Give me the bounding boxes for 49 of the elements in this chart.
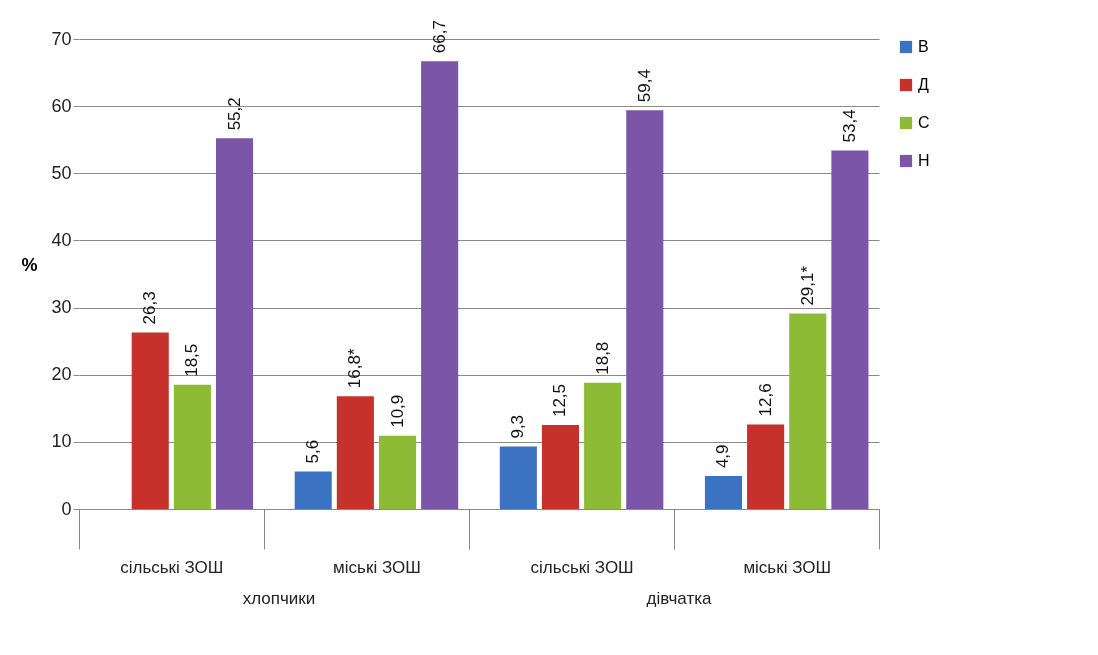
bar xyxy=(336,396,374,509)
text: дівчатка xyxy=(646,589,713,608)
bar xyxy=(789,313,827,509)
bar xyxy=(541,425,580,509)
y-tick-label: 0 xyxy=(61,498,72,519)
data-label: 66,7 xyxy=(429,20,449,54)
data-label: 26,3 xyxy=(140,291,160,325)
y-tick-label: 70 xyxy=(51,28,72,49)
y-tick-label: 20 xyxy=(51,364,72,385)
bar xyxy=(747,424,785,509)
bar xyxy=(704,476,743,509)
bar xyxy=(499,446,537,509)
data-label: 55,2 xyxy=(224,97,244,131)
bar xyxy=(215,138,254,509)
bar xyxy=(421,61,459,509)
x-tick-label: сільські ЗОШ xyxy=(530,557,634,577)
bar xyxy=(831,150,869,509)
x-tick-label: сільські ЗОШ xyxy=(120,557,224,577)
bar xyxy=(173,384,211,509)
legend-label: С xyxy=(918,114,930,131)
data-label: 53,4 xyxy=(839,109,859,143)
x-tick-label: міські ЗОШ xyxy=(333,557,421,577)
y-tick-label: 40 xyxy=(51,229,72,250)
legend-label: Д xyxy=(918,76,929,93)
y-axis-title: % xyxy=(21,254,38,275)
data-label: 29,1* xyxy=(797,265,817,306)
data-label: 18,8 xyxy=(592,341,612,375)
bar xyxy=(584,382,622,509)
text: хлопчики xyxy=(242,589,316,608)
bar xyxy=(131,332,169,509)
bar xyxy=(626,110,664,509)
data-label: 16,8* xyxy=(345,348,365,389)
data-label: 12,5 xyxy=(550,383,570,418)
y-tick-label: 50 xyxy=(51,162,72,183)
bar xyxy=(294,471,332,509)
data-label: 5,6 xyxy=(303,439,323,464)
legend-label: В xyxy=(918,38,929,55)
y-tick-label: 30 xyxy=(51,297,72,318)
data-label: 9,3 xyxy=(508,414,528,439)
y-tick-label: 10 xyxy=(51,431,72,452)
y-tick-label: 60 xyxy=(51,95,72,116)
bar xyxy=(378,435,417,509)
data-label: 59,4 xyxy=(634,69,654,103)
legend-label: Н xyxy=(918,152,930,169)
data-label: 4,9 xyxy=(713,444,733,469)
data-label: 12,6 xyxy=(755,383,775,417)
data-label: 10,9 xyxy=(387,394,407,428)
x-tick-label: міські ЗОШ xyxy=(743,557,832,577)
data-label: 18,5 xyxy=(182,343,202,377)
